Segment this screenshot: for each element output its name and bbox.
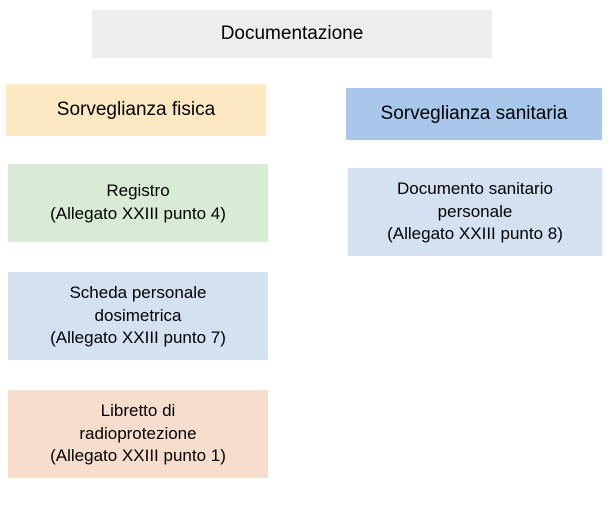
documento-line2: personale: [438, 201, 513, 224]
scheda-line2: dosimetrica: [95, 305, 182, 328]
right-col-title: Sorveglianza sanitaria: [381, 101, 568, 127]
left-box-libretto: Libretto di radioprotezione (Allegato XX…: [8, 390, 268, 478]
documento-line1: Documento sanitario: [397, 178, 553, 201]
header-title: Documentazione: [221, 21, 364, 47]
scheda-line1: Scheda personale: [69, 282, 206, 305]
scheda-line3: (Allegato XXIII punto 7): [50, 327, 226, 350]
left-box-registro: Registro (Allegato XXIII punto 4): [8, 164, 268, 242]
libretto-line1: Libretto di: [101, 400, 176, 423]
right-col-title-box: Sorveglianza sanitaria: [346, 88, 602, 140]
registro-line2: (Allegato XXIII punto 4): [50, 203, 226, 226]
left-box-scheda: Scheda personale dosimetrica (Allegato X…: [8, 272, 268, 360]
documento-line3: (Allegato XXIII punto 8): [387, 223, 563, 246]
header-box: Documentazione: [92, 10, 492, 58]
libretto-line2: radioprotezione: [79, 423, 196, 446]
left-col-title-box: Sorveglianza fisica: [6, 84, 266, 136]
right-box-documento: Documento sanitario personale (Allegato …: [348, 168, 602, 256]
libretto-line3: (Allegato XXIII punto 1): [50, 445, 226, 468]
left-col-title: Sorveglianza fisica: [57, 97, 215, 123]
registro-line1: Registro: [106, 180, 169, 203]
